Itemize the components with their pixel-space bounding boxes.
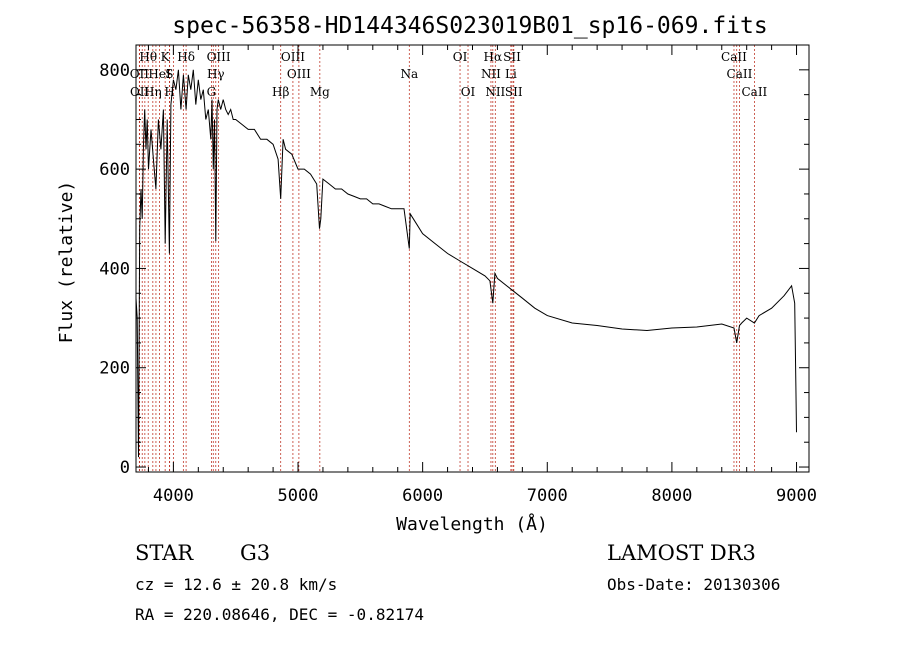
spectrum-line <box>135 69 797 458</box>
subclass-label: G3 <box>240 541 270 565</box>
plot-frame <box>135 44 810 473</box>
line-label: Hθ <box>139 50 157 64</box>
line-label: Hγ <box>207 67 225 81</box>
line-label: Hα <box>484 50 503 64</box>
line-label: OI <box>461 85 476 99</box>
line-label: SII <box>503 50 521 64</box>
line-label: G <box>207 85 217 99</box>
line-label: Hη <box>144 85 162 99</box>
coords-text: RA = 220.08646, DEC = -0.82174 <box>135 605 424 624</box>
line-label: OII <box>130 67 150 81</box>
class-label: STAR <box>135 541 194 565</box>
line-label: CaII <box>727 67 753 81</box>
line-label: Na <box>400 67 418 81</box>
x-tick-label: 8000 <box>651 486 692 506</box>
line-label: K <box>161 50 171 64</box>
y-tick-label: 400 <box>99 259 130 279</box>
redshift-text: cz = 12.6 ± 20.8 km/s <box>135 575 337 594</box>
line-marker-layer <box>138 45 755 472</box>
y-axis-ticks: 0 200 400 600 800 <box>99 61 809 478</box>
line-label: OI <box>453 50 468 64</box>
y-tick-label: 200 <box>99 359 130 379</box>
line-label: Mg <box>310 85 330 99</box>
obs-date-text: Obs-Date: 20130306 <box>607 575 780 594</box>
line-label: OIII <box>281 50 305 64</box>
x-tick-label: 4000 <box>153 486 194 506</box>
x-axis-label: Wavelength (Å) <box>396 513 548 535</box>
line-label: Hδ <box>177 50 195 64</box>
survey-label: LAMOST DR3 <box>607 541 756 565</box>
line-label: CaII <box>721 50 747 64</box>
x-tick-label: 9000 <box>776 486 817 506</box>
line-label: HeI <box>148 67 171 81</box>
line-label: H <box>164 85 174 99</box>
x-tick-label: 6000 <box>402 486 443 506</box>
y-tick-label: 600 <box>99 160 130 180</box>
line-label: Hβ <box>272 85 289 99</box>
y-axis-label: Flux (relative) <box>56 181 77 344</box>
y-tick-label: 0 <box>120 458 130 478</box>
line-label: Li <box>505 67 517 81</box>
x-tick-label: 7000 <box>527 486 568 506</box>
line-label: OIII <box>207 50 231 64</box>
chart-title: spec-56358-HD144346S023019B01_sp16-069.f… <box>172 13 767 39</box>
line-label: NII <box>481 67 501 81</box>
line-label: OIII <box>287 67 311 81</box>
line-label: OII <box>130 85 150 99</box>
y-tick-label: 800 <box>99 61 130 81</box>
line-label: NII <box>485 85 505 99</box>
x-tick-label: 5000 <box>278 486 319 506</box>
line-label: CaII <box>741 85 767 99</box>
x-axis-ticks: 4000 5000 6000 7000 8000 9000 <box>147 45 817 506</box>
line-label: S <box>165 67 173 81</box>
line-label: SII <box>505 85 523 99</box>
